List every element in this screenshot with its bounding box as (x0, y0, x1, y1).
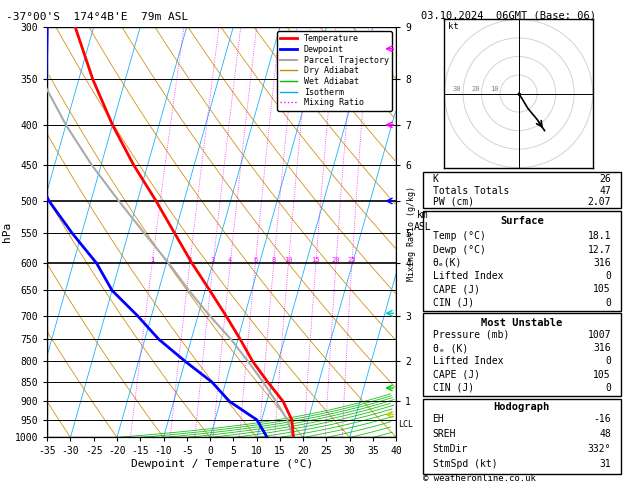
Text: 03.10.2024  06GMT (Base: 06): 03.10.2024 06GMT (Base: 06) (421, 11, 596, 21)
Text: 15: 15 (311, 257, 320, 263)
Text: 48: 48 (599, 429, 611, 439)
Text: CIN (J): CIN (J) (433, 298, 474, 308)
Text: kt: kt (448, 22, 459, 31)
Text: CIN (J): CIN (J) (433, 383, 474, 393)
Text: 105: 105 (593, 284, 611, 295)
Text: K: K (433, 174, 438, 185)
Text: 31: 31 (599, 459, 611, 469)
Text: 0: 0 (605, 271, 611, 281)
Text: Surface: Surface (500, 216, 543, 226)
Text: 1007: 1007 (587, 330, 611, 340)
Text: 0: 0 (605, 298, 611, 308)
Text: 20: 20 (331, 257, 340, 263)
Text: 18.1: 18.1 (587, 231, 611, 242)
Text: © weatheronline.co.uk: © weatheronline.co.uk (423, 474, 535, 483)
Text: 8: 8 (272, 257, 276, 263)
Text: Totals Totals: Totals Totals (433, 186, 509, 196)
Text: LCL: LCL (398, 420, 413, 429)
Y-axis label: km
ASL: km ASL (413, 210, 431, 232)
Text: 20: 20 (471, 86, 480, 92)
Text: 332°: 332° (587, 444, 611, 454)
Text: 0: 0 (605, 383, 611, 393)
Text: Lifted Index: Lifted Index (433, 356, 503, 366)
Text: 4: 4 (228, 257, 233, 263)
Text: 1: 1 (150, 257, 154, 263)
Text: Pressure (mb): Pressure (mb) (433, 330, 509, 340)
Text: 6: 6 (253, 257, 257, 263)
Text: 316: 316 (593, 343, 611, 353)
Text: -16: -16 (593, 414, 611, 424)
Text: θₑ(K): θₑ(K) (433, 258, 462, 268)
Text: 2: 2 (187, 257, 192, 263)
Text: SREH: SREH (433, 429, 456, 439)
Text: 3: 3 (211, 257, 215, 263)
Text: 2.07: 2.07 (587, 197, 611, 207)
Text: 10: 10 (284, 257, 292, 263)
Text: StmDir: StmDir (433, 444, 468, 454)
X-axis label: Dewpoint / Temperature (°C): Dewpoint / Temperature (°C) (131, 459, 313, 469)
Text: EH: EH (433, 414, 444, 424)
Text: CAPE (J): CAPE (J) (433, 284, 479, 295)
Text: Dewp (°C): Dewp (°C) (433, 244, 486, 255)
Text: 26: 26 (599, 174, 611, 185)
Text: 105: 105 (593, 370, 611, 380)
Text: PW (cm): PW (cm) (433, 197, 474, 207)
Text: Hodograph: Hodograph (494, 402, 550, 412)
Text: StmSpd (kt): StmSpd (kt) (433, 459, 497, 469)
Text: 10: 10 (490, 86, 498, 92)
Text: 30: 30 (453, 86, 461, 92)
Text: -37°00'S  174°4B'E  79m ASL: -37°00'S 174°4B'E 79m ASL (6, 12, 189, 22)
Text: 47: 47 (599, 186, 611, 196)
Text: CAPE (J): CAPE (J) (433, 370, 479, 380)
Text: Temp (°C): Temp (°C) (433, 231, 486, 242)
Text: θₑ (K): θₑ (K) (433, 343, 468, 353)
Y-axis label: hPa: hPa (2, 222, 12, 242)
Text: 316: 316 (593, 258, 611, 268)
Text: 12.7: 12.7 (587, 244, 611, 255)
Text: 25: 25 (348, 257, 356, 263)
Text: 0: 0 (605, 356, 611, 366)
Text: Lifted Index: Lifted Index (433, 271, 503, 281)
Text: Most Unstable: Most Unstable (481, 318, 562, 328)
Legend: Temperature, Dewpoint, Parcel Trajectory, Dry Adiabat, Wet Adiabat, Isotherm, Mi: Temperature, Dewpoint, Parcel Trajectory… (277, 31, 392, 110)
Text: Mixing Ratio (g/kg): Mixing Ratio (g/kg) (408, 186, 416, 281)
